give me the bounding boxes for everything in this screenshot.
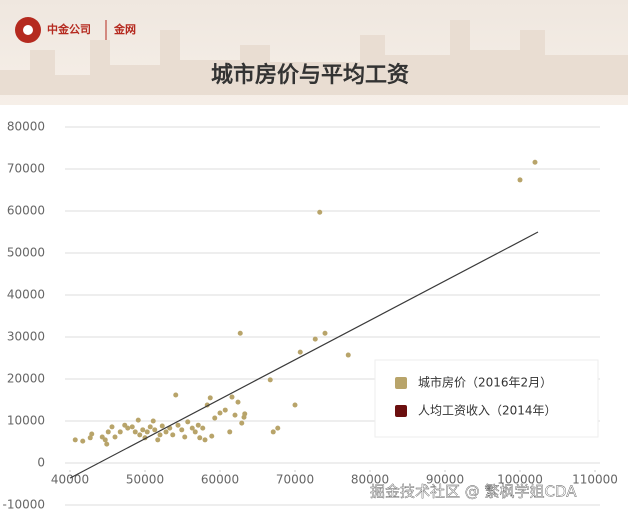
legend-swatch [395,377,407,389]
point [104,441,110,447]
point [202,437,208,443]
point [155,437,161,443]
point [72,437,78,443]
point [132,429,138,435]
point [87,435,93,441]
point [317,209,323,215]
channel: 金网 [113,22,136,36]
point [112,434,118,440]
y-tick-label: 40000 [7,288,45,302]
legend-label: 城市房价（2016年2月） [418,375,552,390]
skyline [0,20,628,95]
x-tick-label: 110000 [572,473,618,487]
x-tick-label: 80000 [351,473,389,487]
point [152,427,158,433]
point [212,415,218,421]
y-tick-label: 50000 [7,246,45,260]
legend-swatch [395,405,407,417]
point [197,435,203,441]
point [117,429,123,435]
point [109,424,115,430]
y-tick-label: 70000 [7,162,45,176]
point [237,330,243,336]
logo-inner [23,25,33,35]
point [102,437,108,443]
point [125,425,131,431]
point [517,177,523,183]
legend [374,359,599,438]
point [229,394,235,400]
point [163,429,169,435]
point [227,429,233,435]
point [292,402,298,408]
point [80,438,86,444]
point [173,392,179,398]
point [322,330,328,336]
point [239,420,245,426]
point [267,377,273,383]
trend-line [69,231,539,479]
x-tick-label: 60000 [201,473,239,487]
point [235,399,241,405]
point [345,352,351,358]
point [135,417,141,423]
point [217,410,223,416]
point [209,433,215,439]
point [175,422,181,428]
point [200,425,206,431]
watermark: 掘金技术社区 @ 繁枫学姐CDA [370,483,577,501]
y-tick-label: 10000 [7,414,45,428]
x-tick-label: 40000 [51,473,89,487]
legend-label: 人均工资收入（2014年） [418,404,557,418]
point [105,429,111,435]
point [189,425,195,431]
point [129,424,135,430]
point [157,432,163,438]
point [179,427,185,433]
chart-title: 城市房价与平均工资 [211,62,409,88]
point [242,411,248,417]
point [270,429,276,435]
y-tick-label: 30000 [7,330,45,344]
point [297,349,303,355]
x-tick-label: 90000 [426,473,464,487]
x-tick-label: 100000 [497,473,543,487]
point [275,425,281,431]
point [170,432,176,438]
point [192,429,198,435]
point [185,419,191,425]
point [232,412,238,418]
y-tick-label: -10000 [2,498,45,512]
point [532,159,538,165]
point [150,418,156,424]
point [144,429,150,435]
point [89,431,95,437]
x-tick-label: 50000 [126,473,164,487]
point [140,427,146,433]
point [195,422,201,428]
brand: 中金公司 [47,22,91,36]
point [147,424,153,430]
y-tick-label: 20000 [7,372,45,386]
point [159,423,165,429]
point [207,395,213,401]
y-tick-label: 60000 [7,204,45,218]
y-tick-label: 0 [37,456,45,470]
point [312,336,318,342]
x-tick-label: 70000 [276,473,314,487]
point [182,434,188,440]
y-tick-label: 80000 [7,120,45,134]
point [137,432,143,438]
point [222,407,228,413]
